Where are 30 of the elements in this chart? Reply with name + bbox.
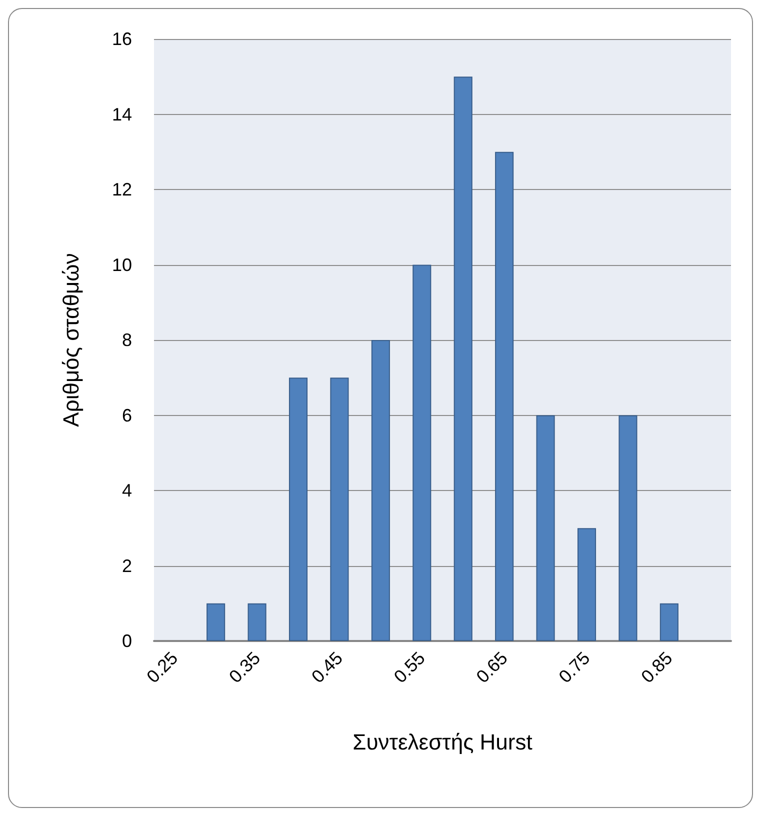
x-axis-title: Συντελεστής Hurst	[352, 730, 532, 754]
y-tick-label: 2	[122, 556, 132, 576]
y-axis-title: Αριθμός σταθμών	[58, 253, 84, 427]
x-tick-label: 0.25	[142, 648, 182, 687]
x-tick-label: 0.45	[308, 648, 347, 687]
x-tick-label: 0.85	[637, 648, 676, 687]
x-tick-label: 0.75	[554, 648, 594, 687]
x-tick-label: 0.65	[472, 648, 512, 687]
y-tick-label: 0	[122, 631, 132, 651]
y-tick-label: 16	[112, 29, 132, 49]
y-tick-label: 12	[112, 180, 132, 200]
y-tick-label: 10	[112, 254, 132, 275]
y-tick-label: 4	[122, 480, 132, 500]
bar	[495, 152, 514, 641]
bar	[206, 603, 226, 641]
y-tick-label: 6	[122, 405, 132, 426]
bar	[577, 528, 596, 641]
bar	[618, 415, 638, 641]
bar	[536, 415, 555, 641]
bar	[288, 378, 308, 641]
x-tick-label: 0.55	[390, 648, 429, 687]
x-tick-label: 0.35	[225, 648, 264, 687]
bar	[412, 264, 432, 641]
bar	[330, 378, 349, 641]
y-tick-label: 8	[122, 330, 132, 350]
bar	[454, 76, 472, 641]
bar	[248, 603, 266, 641]
y-tick-label: 14	[112, 104, 132, 124]
bar	[371, 340, 390, 641]
bar	[660, 603, 678, 641]
